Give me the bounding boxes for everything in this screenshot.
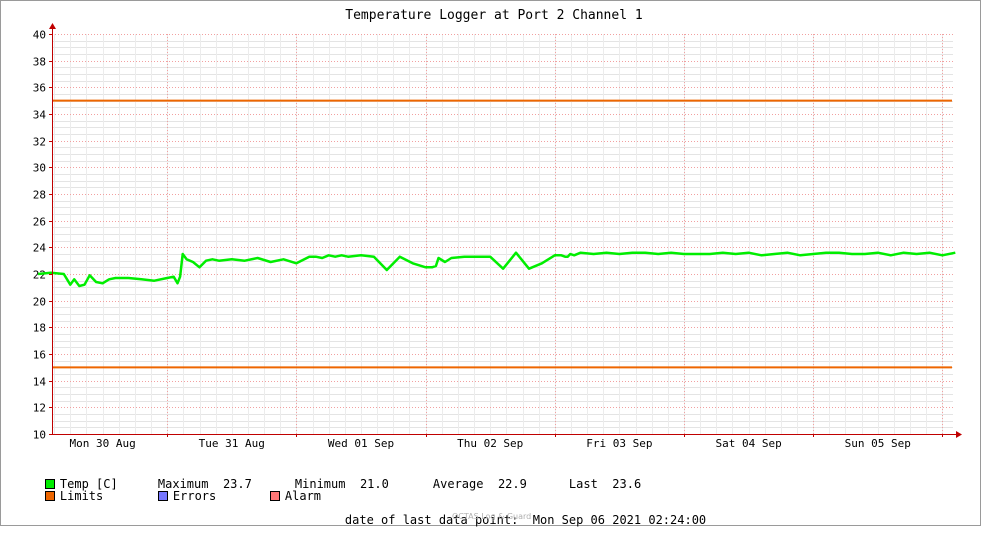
- y-tick-label: 32: [33, 136, 46, 149]
- x-tick-label: Fri 03 Sep: [586, 437, 652, 450]
- y-tick-label: 10: [33, 429, 46, 442]
- temp-series-line: [37, 251, 956, 288]
- x-tick-label: Sun 05 Sep: [845, 437, 911, 450]
- minor-gridlines: [52, 34, 953, 434]
- watermark: OCTAS Log & Guard: [452, 512, 532, 521]
- y-tick-label: 40: [33, 29, 46, 42]
- last-point-value: Mon Sep 06 2021 02:24:00: [532, 513, 707, 527]
- legend-errors-label: Errors: [172, 489, 217, 503]
- last-data-point: date of last data point: Mon Sep 06 2021…: [316, 501, 706, 540]
- minimum-value: 21.0: [359, 477, 389, 491]
- last-point-label: date of last data point:: [344, 513, 519, 527]
- alarm-swatch: [269, 491, 280, 501]
- errors-swatch: [157, 491, 168, 501]
- y-tick-label: 14: [33, 376, 47, 389]
- y-tick-label: 24: [33, 242, 47, 255]
- y-tick-label: 18: [33, 322, 46, 335]
- average-label: Average: [432, 477, 484, 491]
- legend-limits: Limits: [16, 477, 103, 516]
- legend-alarm-label: Alarm: [284, 489, 322, 503]
- axes: [49, 23, 962, 438]
- legend-last: Last 23.6: [540, 465, 641, 504]
- legend-average: Average 22.9: [404, 465, 527, 504]
- legend-maximum: Maximum 23.7: [129, 465, 252, 504]
- x-tick-label: Mon 30 Aug: [69, 437, 135, 450]
- limit-lines: [52, 99, 952, 369]
- x-axis-arrow: [956, 431, 962, 438]
- maximum-label: Maximum: [157, 477, 209, 491]
- y-tick-label: 12: [33, 402, 46, 415]
- legend-errors: Errors: [129, 477, 216, 516]
- average-value: 22.9: [497, 477, 527, 491]
- legend-temp-label: Temp [C]: [59, 477, 118, 491]
- y-tick-label: 34: [33, 109, 47, 122]
- y-axis-arrow: [49, 23, 56, 29]
- temp-swatch: [44, 479, 55, 489]
- y-tick-label: 38: [33, 56, 46, 69]
- x-tick-label: Tue 31 Aug: [199, 437, 265, 450]
- y-tick-label: 16: [33, 349, 46, 362]
- y-tick-label: 28: [33, 189, 46, 202]
- y-tick-label: 30: [33, 162, 46, 175]
- legend-temp: Temp [C]: [16, 465, 118, 504]
- minimum-label: Minimum: [294, 477, 346, 491]
- x-tick-label: Wed 01 Sep: [328, 437, 394, 450]
- series-layer: [37, 251, 956, 288]
- limits-swatch: [44, 491, 55, 501]
- legend-limits-label: Limits: [59, 489, 104, 503]
- maximum-value: 23.7: [222, 477, 252, 491]
- y-tick-label: 20: [33, 296, 46, 309]
- last-label: Last: [568, 477, 598, 491]
- x-axis-tick-labels: Mon 30 Aug Tue 31 Aug Wed 01 Sep Thu 02 Sep…: [69, 437, 910, 450]
- x-tick-label: Sat 04 Sep: [715, 437, 781, 450]
- last-value: 23.6: [612, 477, 642, 491]
- chart-title: Temperature Logger at Port 2 Channel 1: [345, 8, 642, 23]
- x-tick-label: Thu 02 Sep: [457, 437, 523, 450]
- y-tick-label: 36: [33, 82, 46, 95]
- legend-alarm: Alarm: [241, 477, 321, 516]
- legend-minimum: Minimum 21.0: [266, 465, 389, 504]
- chart-canvas: Temperature Logger at Port 2 Channel 1 1…: [33, 8, 962, 450]
- y-tick-label: 26: [33, 216, 46, 229]
- chart-frame: Temperature Logger at Port 2 Channel 1 1…: [0, 0, 981, 527]
